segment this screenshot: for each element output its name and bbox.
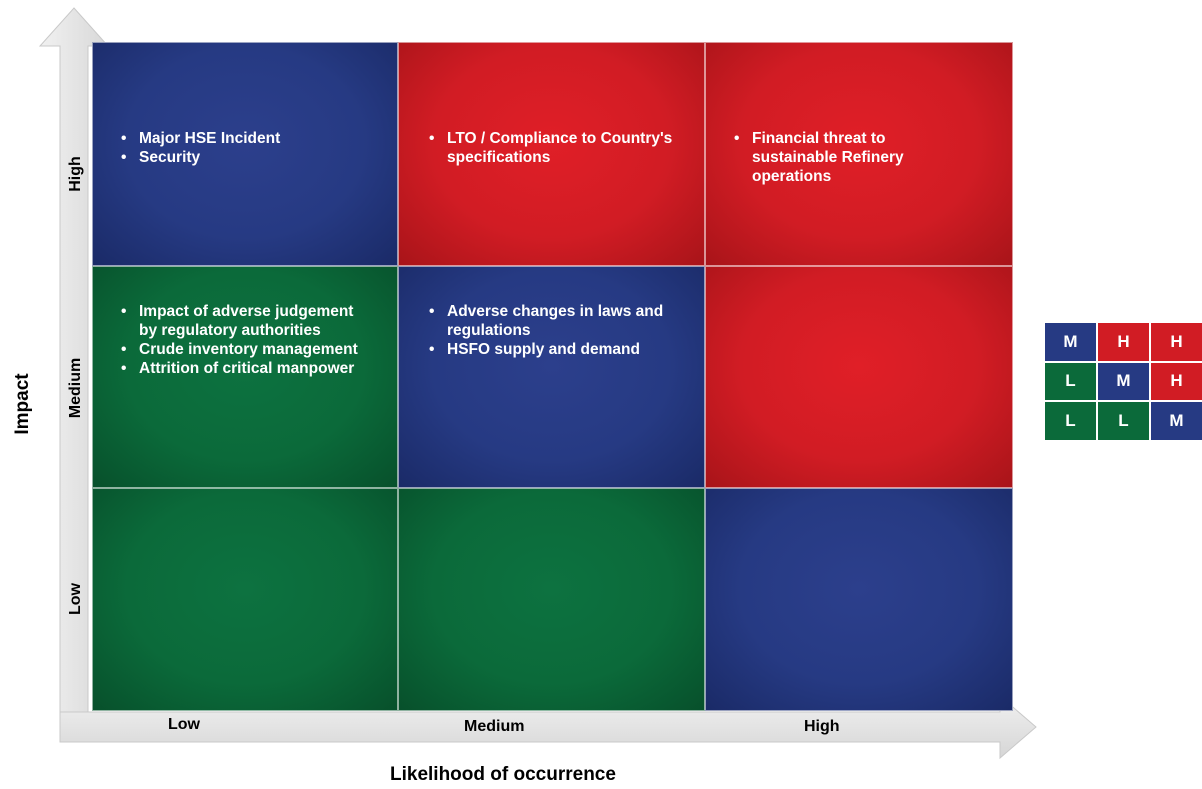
legend-cell: L xyxy=(1098,402,1149,440)
risk-item: Impact of adverse judgement by regulator… xyxy=(117,302,362,340)
risk-item: Major HSE Incident xyxy=(117,129,280,148)
risk-item: Security xyxy=(117,148,280,167)
legend-cell: M xyxy=(1045,323,1096,361)
legend-cell: L xyxy=(1045,402,1096,440)
cell-high-impact-high-likelihood: Financial threat to sustainable Refinery… xyxy=(705,42,1013,266)
risk-matrix-grid: Major HSE Incident Security LTO / Compli… xyxy=(92,42,1013,711)
y-level-low: Low xyxy=(67,583,84,615)
y-axis-title: Impact xyxy=(12,373,33,435)
legend-cell: M xyxy=(1098,362,1149,401)
cell-medium-impact-medium-likelihood: Adverse changes in laws and regulations … xyxy=(398,266,705,488)
cell-low-impact-medium-likelihood xyxy=(398,488,705,711)
cell-high-impact-low-likelihood: Major HSE Incident Security xyxy=(92,42,398,266)
legend-cell: H xyxy=(1151,362,1202,401)
risk-list: Major HSE Incident Security xyxy=(117,129,280,167)
y-level-high: High xyxy=(67,156,84,192)
risk-list: Adverse changes in laws and regulations … xyxy=(425,302,680,359)
legend-cell: H xyxy=(1151,323,1202,361)
risk-list: Impact of adverse judgement by regulator… xyxy=(117,302,362,378)
x-level-high: High xyxy=(804,718,840,735)
cell-high-impact-medium-likelihood: LTO / Compliance to Country's specificat… xyxy=(398,42,705,266)
cell-medium-impact-high-likelihood xyxy=(705,266,1013,488)
risk-item: LTO / Compliance to Country's specificat… xyxy=(425,129,675,167)
x-axis-title: Likelihood of occurrence xyxy=(390,764,616,785)
cell-low-impact-high-likelihood xyxy=(705,488,1013,711)
risk-list: Financial threat to sustainable Refinery… xyxy=(730,129,940,186)
cell-low-impact-low-likelihood xyxy=(92,488,398,711)
cell-medium-impact-low-likelihood: Impact of adverse judgement by regulator… xyxy=(92,266,398,488)
risk-list: LTO / Compliance to Country's specificat… xyxy=(425,129,675,167)
y-level-medium: Medium xyxy=(67,357,84,419)
legend-cell: L xyxy=(1045,362,1096,401)
legend-matrix: M H H L M H L L M xyxy=(1045,323,1202,440)
risk-item: HSFO supply and demand xyxy=(425,340,680,359)
legend-cell: H xyxy=(1098,323,1149,361)
x-level-medium: Medium xyxy=(464,718,525,735)
risk-item: Adverse changes in laws and regulations xyxy=(425,302,680,340)
risk-item: Crude inventory management xyxy=(117,340,362,359)
risk-item: Financial threat to sustainable Refinery… xyxy=(730,129,940,186)
legend-cell: M xyxy=(1151,402,1202,440)
risk-item: Attrition of critical manpower xyxy=(117,359,362,378)
vertical-axis-arrow xyxy=(38,7,110,741)
x-level-low: Low xyxy=(168,716,200,733)
